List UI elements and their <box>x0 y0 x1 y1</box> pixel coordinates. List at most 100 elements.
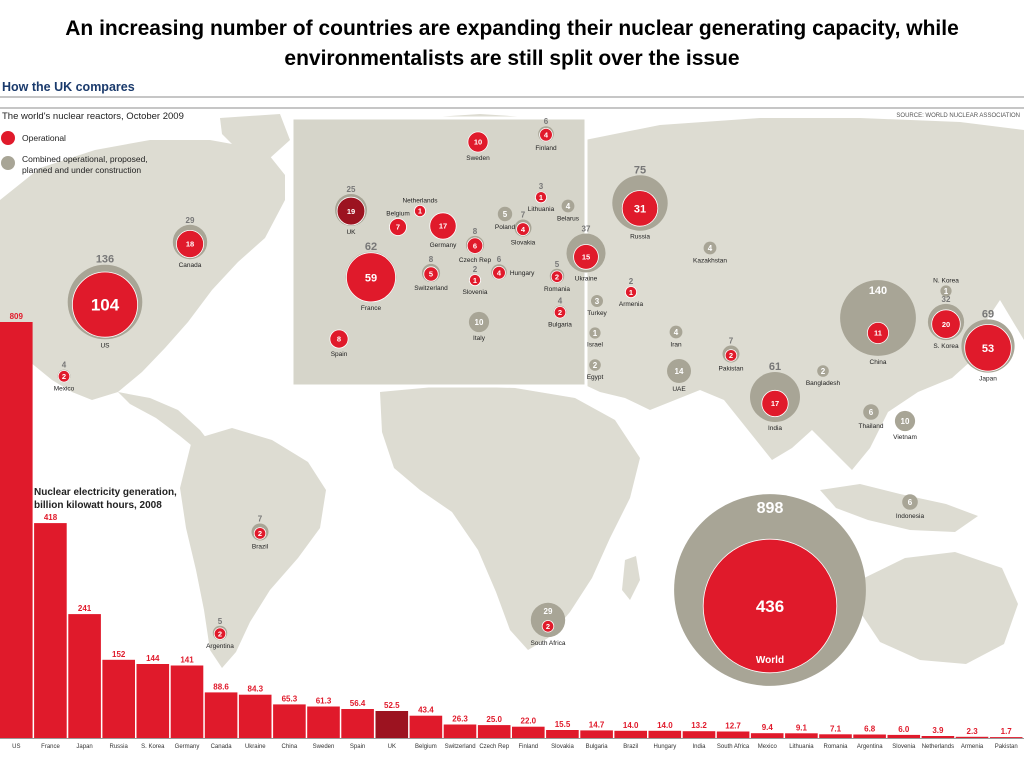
bar-russia <box>102 659 135 738</box>
country-label-world: World <box>756 655 784 666</box>
operational-value-finland: 4 <box>544 131 549 140</box>
operational-value-hungary: 4 <box>497 269 502 278</box>
operational-value-world: 436 <box>756 597 784 616</box>
operational-circle-argentina <box>213 627 227 640</box>
bar-value-canada: 88.6 <box>213 682 229 691</box>
operational-circle-pakistan <box>724 349 738 362</box>
country-label-bangladesh: Bangladesh <box>806 380 841 387</box>
combined-value-n-korea: 1 <box>944 287 949 296</box>
bar-chart-title-line-1: Nuclear electricity generation, <box>34 487 177 498</box>
bar-value-pakistan: 1.7 <box>1001 727 1013 736</box>
country-label-ukraine: Ukraine <box>575 276 598 283</box>
bar-category-russia: Russia <box>110 744 129 750</box>
country-label-poland: Poland <box>495 224 516 231</box>
combined-value-bangladesh: 2 <box>821 367 826 376</box>
combined-circle-south-africa <box>530 602 566 638</box>
bubble-france: 59 62 France <box>345 241 397 312</box>
combined-value-france: 62 <box>365 241 377 253</box>
combined-value-indonesia: 6 <box>908 498 913 507</box>
operational-circle-brazil <box>253 527 267 540</box>
bar-hungary <box>648 730 682 738</box>
bar-category-france: France <box>41 744 60 750</box>
operational-circle-slovenia <box>468 274 481 287</box>
combined-circle-vietnam <box>894 410 916 432</box>
bubble-slovenia: 1 2 Slovenia <box>463 265 488 296</box>
bar-value-argentina: 6.8 <box>864 725 876 734</box>
country-label-belgium: Belgium <box>386 211 409 218</box>
bubble-switzerland: 5 8 Switzerland <box>414 255 448 292</box>
combined-circle-thailand <box>863 404 879 420</box>
combined-value-mexico: 4 <box>62 361 67 370</box>
combined-circle-israel <box>589 327 601 339</box>
combined-value-armenia: 2 <box>629 277 634 286</box>
bar-value-japan: 241 <box>78 604 92 613</box>
reactor-bubbles: 436898World11140China104136US3175Russia5… <box>54 117 1015 686</box>
bubble-netherlands: 1 Netherlands <box>402 197 438 217</box>
bar-value-belgium: 43.4 <box>418 706 434 715</box>
bar-category-lithuania: Lithuania <box>789 744 814 750</box>
bubble-india: 17 61 India <box>750 361 800 432</box>
combined-value-italy: 10 <box>475 318 484 327</box>
operational-value-russia: 31 <box>634 203 646 215</box>
bubble-pakistan: 2 7 Pakistan <box>719 337 744 373</box>
operational-value-armenia: 1 <box>629 288 633 297</box>
combined-value-turkey: 3 <box>595 297 600 306</box>
country-label-france: France <box>361 305 382 312</box>
bar-japan <box>68 614 101 738</box>
operational-value-romania: 2 <box>555 272 559 281</box>
bubble-belarus: 4 Belarus <box>557 199 580 222</box>
bar-value-mexico: 9.4 <box>762 723 774 732</box>
bubble-bulgaria: 2 4 Bulgaria <box>548 297 572 329</box>
bar-category-india: India <box>692 744 706 750</box>
bar-us <box>0 322 33 738</box>
bar-category-czech-rep: Czech Rep <box>479 744 509 750</box>
bubble-romania: 2 5 Romania <box>544 260 570 293</box>
bubble-finland: 4 6 Finland <box>535 117 557 152</box>
combined-value-finland: 6 <box>544 117 549 126</box>
bar-sweden <box>307 706 340 738</box>
combined-value-ukraine: 37 <box>582 225 591 234</box>
country-label-china: China <box>870 359 887 366</box>
bubble-n-korea: 1 N. Korea <box>933 277 959 297</box>
bubble-ukraine: 15 37 Ukraine <box>566 225 606 283</box>
combined-value-israel: 1 <box>593 329 598 338</box>
bar-category-germany: Germany <box>175 744 200 750</box>
country-label-south-africa: South Africa <box>530 640 565 647</box>
bubble-armenia: 1 2 Armenia <box>619 277 644 308</box>
legend-label-combined-line-2: planned and under construction <box>22 165 141 175</box>
bar-category-slovakia: Slovakia <box>551 744 574 750</box>
combined-value-canada: 29 <box>186 216 195 225</box>
combined-circle-n-korea <box>940 285 952 297</box>
country-label-uk: UK <box>346 229 356 236</box>
bubble-us: 104 136 US <box>67 254 143 349</box>
bar-chart-title-line-2: billion kilowatt hours, 2008 <box>34 500 162 511</box>
country-label-bulgaria: Bulgaria <box>548 321 572 328</box>
bar-value-lithuania: 9.1 <box>796 723 808 732</box>
bar-mexico <box>750 733 784 738</box>
bar-category-s-korea: S. Korea <box>141 744 165 750</box>
bubble-world: 436 898 World <box>674 494 866 686</box>
combined-value-lithuania: 3 <box>539 182 544 191</box>
bar-value-us: 809 <box>10 312 24 321</box>
bar-chart-title: Nuclear electricity generation, billion … <box>34 487 177 511</box>
headline-line-2: environmentalists are still split over t… <box>284 47 740 70</box>
operational-circle-india <box>761 389 789 418</box>
bar-slovenia <box>887 734 921 738</box>
operational-value-sweden: 10 <box>474 138 482 147</box>
operational-circle-japan <box>964 324 1012 372</box>
bar-value-france: 418 <box>44 513 58 522</box>
operational-circle-netherlands <box>413 204 426 217</box>
combined-value-world: 898 <box>757 500 784 517</box>
bar-value-s-korea: 144 <box>146 654 160 663</box>
country-label-belarus: Belarus <box>557 215 580 222</box>
country-label-lithuania: Lithuania <box>528 206 555 213</box>
bar-category-mexico: Mexico <box>758 744 778 750</box>
operational-value-canada: 18 <box>186 240 194 249</box>
bar-germany <box>170 665 204 738</box>
country-label-us: US <box>100 342 110 349</box>
country-label-vietnam: Vietnam <box>893 434 917 441</box>
bar-category-hungary: Hungary <box>654 744 677 750</box>
operational-value-spain: 8 <box>337 335 341 344</box>
bar-value-ukraine: 84.3 <box>248 685 264 694</box>
bar-ukraine <box>238 694 272 738</box>
